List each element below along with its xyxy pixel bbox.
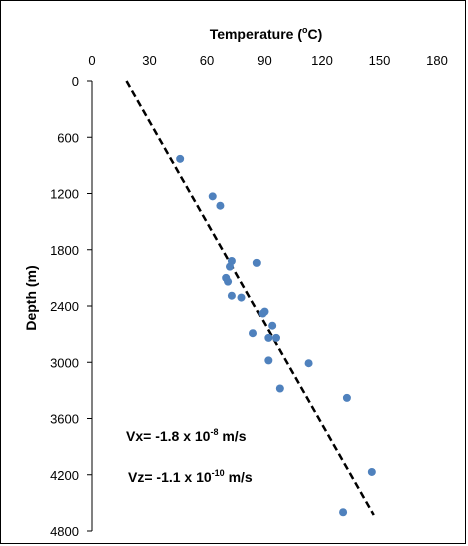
trendline xyxy=(125,80,375,516)
y-tick-label: 0 xyxy=(72,74,79,89)
annotation-vz-suffix: m/s xyxy=(225,469,253,485)
data-point xyxy=(275,384,284,393)
annotation-vx-suffix: m/s xyxy=(218,428,246,444)
data-point xyxy=(252,258,261,267)
x-axis-title: Temperature (oC) xyxy=(210,25,323,42)
data-point xyxy=(342,393,351,402)
annotation-vz-prefix: Vz= -1.1 x 10 xyxy=(128,469,212,485)
x-tick-label: 150 xyxy=(369,53,391,68)
y-axis-title: Depth (m) xyxy=(23,265,39,330)
data-point xyxy=(216,201,225,210)
y-tick-label: 4800 xyxy=(50,524,79,539)
x-tick-label: 60 xyxy=(200,53,214,68)
data-point xyxy=(176,154,185,163)
x-tick-label: 30 xyxy=(142,53,156,68)
y-tick-label: 4200 xyxy=(50,468,79,483)
annotation-vx-sup: -8 xyxy=(210,427,218,437)
data-point xyxy=(367,467,376,476)
data-point xyxy=(249,329,257,338)
data-point xyxy=(226,262,234,271)
data-point xyxy=(272,333,280,342)
x-tick-label: 90 xyxy=(257,53,271,68)
x-tick-label: 0 xyxy=(88,53,95,68)
data-point xyxy=(339,508,348,517)
annotation-vx: Vx= -1.8 x 10-8 m/s xyxy=(126,427,247,444)
y-tick-label: 3000 xyxy=(50,355,79,370)
data-point xyxy=(227,291,236,300)
data-point xyxy=(237,293,246,302)
x-axis-title-prefix: Temperature ( xyxy=(210,26,303,42)
data-point xyxy=(264,356,273,365)
annotation-vx-prefix: Vx= -1.8 x 10 xyxy=(126,428,211,444)
data-point xyxy=(224,277,233,286)
x-axis-title-suffix: C) xyxy=(308,26,323,42)
y-tick-label: 3600 xyxy=(50,412,79,427)
y-tick-label: 1200 xyxy=(50,187,79,202)
data-point xyxy=(304,359,313,368)
annotation-vz-sup: -10 xyxy=(212,468,225,478)
x-axis-title-sup: o xyxy=(302,25,308,35)
data-point xyxy=(208,192,217,201)
data-point xyxy=(268,321,277,330)
y-tick-label: 600 xyxy=(57,130,79,145)
x-tick-label: 180 xyxy=(426,53,448,68)
data-point xyxy=(258,309,267,318)
x-tick-label: 120 xyxy=(311,53,333,68)
annotation-vz: Vz= -1.1 x 10-10 m/s xyxy=(128,468,253,485)
y-tick-label: 1800 xyxy=(50,243,79,258)
data-point xyxy=(264,333,273,342)
y-tick-label: 2400 xyxy=(50,299,79,314)
